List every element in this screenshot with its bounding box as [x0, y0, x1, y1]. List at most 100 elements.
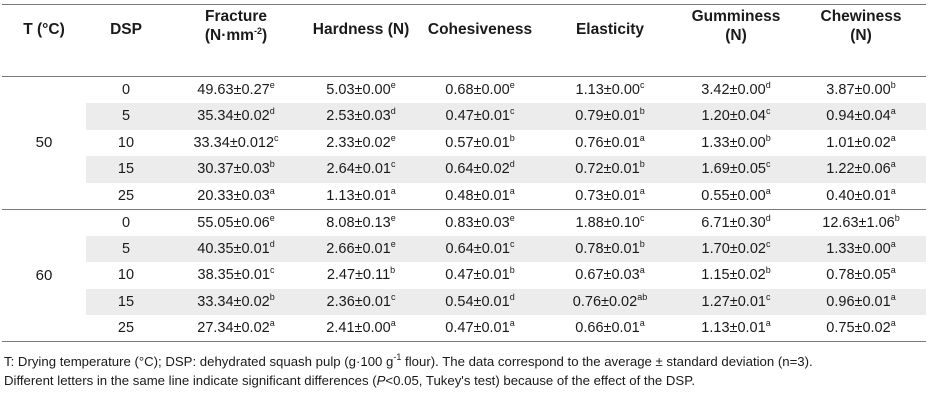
fracture-value: 20.33±0.03 [197, 187, 270, 204]
gumminess-significance-letter: c [765, 159, 771, 170]
gumminess-cell: 3.42±0.00d [676, 77, 796, 104]
hardness-significance-letter: e [390, 238, 396, 249]
fracture-significance-letter: c [274, 132, 279, 143]
cohesiveness-value: 0.64±0.02 [445, 161, 510, 178]
footnote-text: T: Drying temperature (°C); DSP: dehydra… [4, 354, 394, 369]
table-row: 5 40.35±0.01d 2.66±0.01e 0.64±0.01c 0.78±0.0… [2, 235, 926, 262]
cohesiveness-value: 0.54±0.01 [445, 293, 510, 310]
gumminess-value: 1.20±0.04 [701, 108, 766, 125]
elasticity-significance-letter: b [639, 238, 645, 249]
cohesiveness-significance-letter: d [509, 159, 515, 170]
table-row: 25 27.34±0.02a 2.41±0.00a 0.47±0.01a 0.66±0.… [2, 315, 926, 342]
footnote-text: Different letters in the same line indic… [4, 373, 377, 388]
elasticity-value: 1.88±0.10 [575, 214, 640, 231]
temperature-cell: 60 [2, 209, 86, 342]
hardness-cell: 2.64±0.01c [306, 156, 416, 183]
gumminess-value: 1.33±0.00 [701, 134, 766, 151]
chewiness-cell: 1.22±0.06a [796, 156, 926, 183]
chewiness-cell: 0.96±0.01a [796, 288, 926, 315]
chewiness-value: 0.94±0.04 [826, 108, 891, 125]
gumminess-cell: 1.70±0.02c [676, 235, 796, 262]
dsp-cell: 25 [117, 187, 135, 204]
chewiness-value: 1.01±0.02 [826, 134, 891, 151]
cohesiveness-value: 0.47±0.01 [445, 108, 510, 125]
fracture-cell: 35.34±0.02d [166, 103, 306, 130]
elasticity-value: 0.76±0.02 [572, 293, 638, 310]
gumminess-cell: 1.15±0.02b [676, 262, 796, 289]
footnote-line-1: T: Drying temperature (°C); DSP: dehydra… [4, 352, 928, 371]
fracture-value: 55.05±0.06 [197, 214, 270, 231]
dsp-cell: 15 [86, 288, 166, 315]
elasticity-significance-letter: c [639, 212, 645, 223]
temperature-cell: 50 [2, 76, 86, 209]
hardness-value: 2.41±0.00 [326, 320, 391, 336]
fracture-significance-letter: d [269, 238, 275, 249]
cohesiveness-cell: 0.48±0.01a [416, 183, 544, 210]
cohesiveness-value: 0.48±0.01 [445, 187, 510, 204]
fracture-significance-letter: b [269, 291, 275, 302]
hardness-cell: 1.13±0.01a [306, 183, 416, 210]
texture-profile-table: T (°C) DSP Fracture (N·mm-2) Hardness (N… [2, 4, 926, 342]
hardness-value: 5.03±0.00 [326, 82, 391, 98]
hardness-significance-letter: c [390, 159, 396, 170]
footnote-p-symbol: P [376, 373, 386, 388]
header-fracture-exponent: -2 [253, 26, 262, 36]
gumminess-significance-letter: c [765, 291, 771, 302]
table-footnote: T: Drying temperature (°C); DSP: dehydra… [4, 352, 928, 390]
header-row: T (°C) DSP Fracture (N·mm-2) Hardness (N… [2, 4, 926, 77]
table-row: 10 33.34±0.012c 2.33±0.02e 0.57±0.01b 0.76±0… [2, 130, 926, 157]
chewiness-cell: 1.01±0.02a [796, 130, 926, 157]
elasticity-value: 0.79±0.01 [575, 108, 640, 125]
fracture-cell: 33.34±0.02b [166, 288, 306, 315]
hardness-cell: 2.36±0.01c [306, 288, 416, 315]
header-fracture: Fracture (N·mm-2) [166, 4, 306, 77]
elasticity-cell: 0.79±0.01b [544, 103, 676, 130]
chewiness-value: 1.33±0.00 [826, 240, 891, 257]
header-dsp: DSP [86, 4, 166, 77]
cohesiveness-value: 0.47±0.01 [445, 267, 510, 284]
hardness-value: 2.36±0.01 [326, 293, 391, 310]
hardness-value: 2.33±0.02 [326, 134, 391, 151]
hardness-significance-letter: e [390, 132, 396, 143]
elasticity-cell: 1.88±0.10c [544, 209, 676, 236]
fracture-value: 49.63±0.27 [197, 82, 270, 98]
cohesiveness-cell: 0.64±0.02d [416, 156, 544, 183]
hardness-value: 2.53±0.03 [326, 108, 391, 125]
gumminess-cell: 1.27±0.01c [676, 288, 796, 315]
gumminess-value: 6.71±0.30 [701, 214, 766, 231]
chewiness-significance-letter: a [890, 291, 896, 302]
table-row: 15 30.37±0.03b 2.64±0.01c 0.64±0.02d 0.72±0.… [2, 156, 926, 183]
cohesiveness-value: 0.64±0.01 [445, 240, 510, 257]
fracture-significance-letter: d [269, 106, 275, 117]
dsp-cell: 10 [117, 134, 135, 151]
table-row: 10 38.35±0.01c 2.47±0.11b 0.47±0.01b 0.67±0.… [2, 262, 926, 289]
hardness-value: 1.13±0.01 [326, 187, 391, 204]
elasticity-cell: 0.66±0.01a [544, 315, 676, 342]
gumminess-cell: 0.55±0.00a [676, 183, 796, 210]
gumminess-value: 3.42±0.00 [701, 82, 766, 98]
chewiness-value: 0.40±0.01 [826, 187, 891, 204]
cohesiveness-significance-letter: a [509, 318, 515, 328]
hardness-cell: 5.03±0.00e [306, 77, 416, 104]
elasticity-value: 0.76±0.01 [575, 134, 640, 151]
table-row: 50 0 49.63±0.27e 5.03±0.00e 0.68±0.00e 1.13±0… [2, 76, 926, 209]
chewiness-value: 0.96±0.01 [826, 293, 891, 310]
cohesiveness-value: 0.68±0.00 [445, 82, 510, 98]
gumminess-significance-letter: b [765, 265, 771, 276]
gumminess-cell: 1.20±0.04c [676, 103, 796, 130]
fracture-value: 35.34±0.02 [197, 108, 270, 125]
footnote-text: <0.05, Tukey's test) because of the effe… [385, 373, 695, 388]
hardness-cell: 2.41±0.00a [306, 315, 416, 342]
header-gumminess: Gumminess (N) [676, 4, 796, 77]
table-row: 15 33.34±0.02b 2.36±0.01c 0.54±0.01d 0.76±0.… [2, 288, 926, 315]
hardness-cell: 2.53±0.03d [306, 103, 416, 130]
header-fracture-close: ) [261, 27, 268, 44]
header-temperature: T (°C) [2, 4, 86, 77]
chewiness-cell: 0.78±0.05a [796, 262, 926, 289]
elasticity-value: 0.72±0.01 [575, 161, 640, 178]
elasticity-value: 0.66±0.01 [575, 320, 640, 336]
footnote-text: flour). The data correspond to the avera… [401, 354, 813, 369]
gumminess-value: 0.55±0.00 [701, 187, 766, 204]
chewiness-cell: 3.87±0.00b [796, 77, 926, 104]
